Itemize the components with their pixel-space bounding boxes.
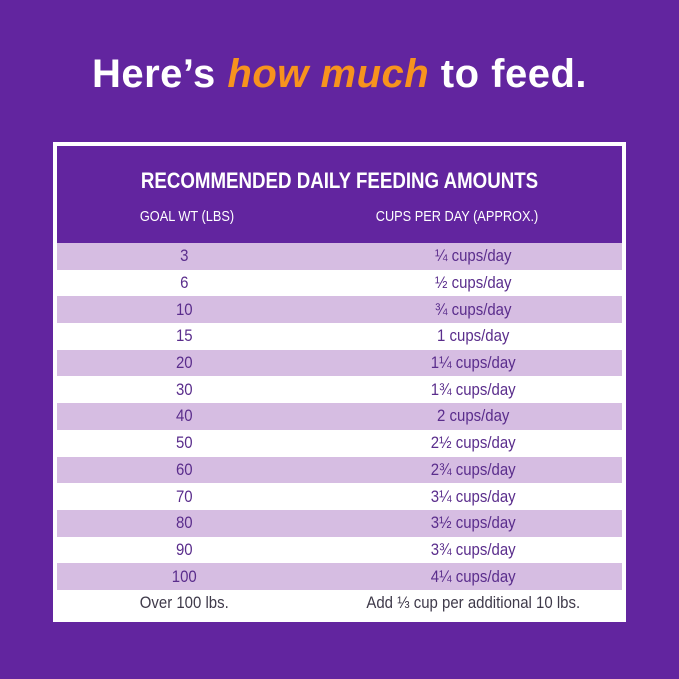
cups-cell: 3¼ cups/day bbox=[430, 486, 516, 506]
weight-cell: 40 bbox=[175, 406, 193, 426]
weight-cell: 80 bbox=[175, 513, 193, 533]
weight-cell: 20 bbox=[175, 353, 193, 373]
headline-text: Here’s bbox=[91, 52, 228, 96]
table-row: 60 2¾ cups/day bbox=[57, 456, 622, 484]
table-row: Over 100 lbs. Add ⅓ cup per additional 10… bbox=[57, 590, 622, 617]
headline: Here’s how much to feed. bbox=[0, 52, 679, 97]
table-row: 40 2 cups/day bbox=[57, 403, 622, 430]
cups-cell: 4¼ cups/day bbox=[430, 566, 516, 586]
table-row: 20 1¼ cups/day bbox=[57, 349, 622, 377]
headline-text-end: to feed. bbox=[429, 52, 588, 96]
table-row: 70 3¼ cups/day bbox=[57, 483, 622, 510]
headline-highlight: how much bbox=[227, 52, 430, 96]
weight-cell: 30 bbox=[175, 379, 193, 399]
table-row: 3 ¼ cups/day bbox=[57, 243, 622, 270]
weight-cell: 90 bbox=[175, 539, 193, 559]
cups-cell: 2¾ cups/day bbox=[430, 459, 516, 479]
table-row: 90 3¾ cups/day bbox=[57, 537, 622, 564]
cups-cell: 1 cups/day bbox=[436, 326, 509, 346]
column-header-weight: GOAL WT (LBS) bbox=[139, 208, 235, 225]
cups-cell: 2 cups/day bbox=[436, 406, 509, 426]
weight-cell: 6 bbox=[180, 273, 189, 293]
table-row: 100 4¼ cups/day bbox=[57, 563, 622, 590]
table-row: 50 2½ cups/day bbox=[57, 430, 622, 457]
cups-cell: 1¾ cups/day bbox=[430, 379, 516, 399]
column-header-cups: CUPS PER DAY (APPROX.) bbox=[375, 208, 539, 225]
table-row: 80 3½ cups/day bbox=[57, 509, 622, 537]
cups-cell: 1¼ cups/day bbox=[430, 353, 516, 373]
weight-cell: 10 bbox=[175, 299, 193, 319]
table-row: 6 ½ cups/day bbox=[57, 270, 622, 297]
cups-cell: ¼ cups/day bbox=[434, 246, 512, 266]
table-row: 10 ¾ cups/day bbox=[57, 296, 622, 324]
cups-cell: ½ cups/day bbox=[434, 273, 512, 293]
weight-cell: Over 100 lbs. bbox=[139, 593, 229, 613]
table-row: 30 1¾ cups/day bbox=[57, 376, 622, 403]
cups-cell: 3¾ cups/day bbox=[430, 539, 516, 559]
weight-cell: 15 bbox=[175, 326, 193, 346]
feeding-table: RECOMMENDED DAILY FEEDING AMOUNTS GOAL W… bbox=[53, 142, 626, 622]
weight-cell: 60 bbox=[175, 459, 193, 479]
weight-cell: 50 bbox=[175, 433, 193, 453]
cups-cell: 2½ cups/day bbox=[430, 433, 516, 453]
weight-cell: 3 bbox=[180, 246, 189, 266]
weight-cell: 100 bbox=[171, 566, 197, 586]
cups-cell: Add ⅓ cup per additional 10 lbs. bbox=[365, 593, 580, 613]
weight-cell: 70 bbox=[175, 486, 193, 506]
cups-cell: 3½ cups/day bbox=[430, 513, 516, 533]
table-row: 15 1 cups/day bbox=[57, 323, 622, 350]
cups-cell: ¾ cups/day bbox=[434, 299, 512, 319]
table-header: RECOMMENDED DAILY FEEDING AMOUNTS GOAL W… bbox=[57, 146, 622, 243]
table-title: RECOMMENDED DAILY FEEDING AMOUNTS bbox=[140, 168, 539, 193]
